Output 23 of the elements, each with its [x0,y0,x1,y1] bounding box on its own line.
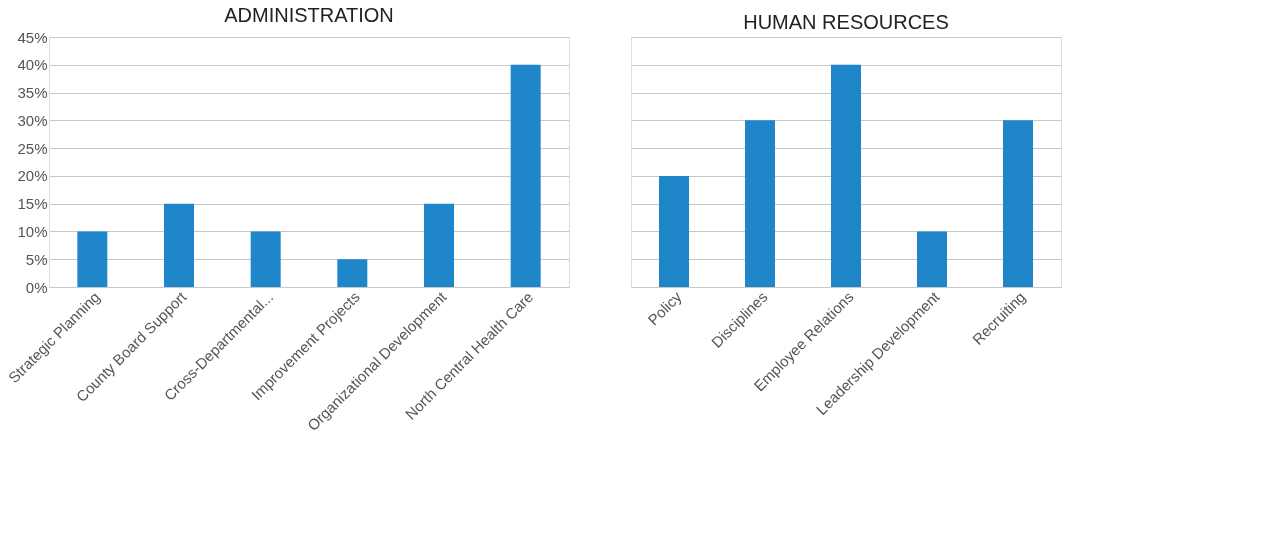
y-tick-label: 25% [17,139,48,157]
bar [917,231,947,287]
y-tick-label: 15% [17,195,48,213]
bar [745,120,775,287]
bar [77,231,108,287]
bar [164,203,194,287]
bar [250,231,281,287]
bar [510,64,541,287]
y-tick-label: 35% [17,84,48,102]
y-tick-label: 5% [25,250,48,268]
chart-title: ADMINISTRATION [224,4,394,26]
bar [659,175,689,287]
bar [831,64,861,287]
bar [424,203,454,287]
chart-title: HUMAN RESOURCES [743,11,949,33]
y-tick-label: 45% [17,28,48,46]
y-tick-label: 30% [17,111,48,129]
y-tick-label: 0% [25,278,48,296]
y-tick-label: 40% [17,56,48,74]
y-tick-label: 10% [17,222,48,240]
bar [337,259,368,287]
bar [1003,120,1033,287]
y-tick-label: 20% [17,167,48,185]
